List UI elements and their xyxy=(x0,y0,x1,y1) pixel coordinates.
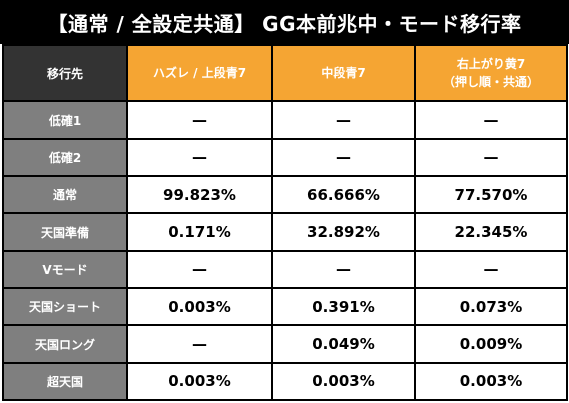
table-row: 低確2 — — — xyxy=(2,137,568,178)
table-row: 通常 99.823% 66.666% 77.570% xyxy=(2,175,568,215)
mode-transition-table: 移行先 ハズレ / 上段青7 中段青7 右上がり黄7 （押し順・共通） 低確1 … xyxy=(2,43,568,402)
column-header-hazure: ハズレ / 上段青7 xyxy=(126,43,273,103)
header-corner-label: 移行先 xyxy=(2,43,128,103)
table-cell: — xyxy=(126,137,273,178)
page-title: 【通常 / 全設定共通】 GG本前兆中・モード移行率 xyxy=(0,0,569,44)
table-cell: 66.666% xyxy=(271,175,416,215)
table-cell: 0.003% xyxy=(126,361,273,402)
column-header-label: 右上がり黄7 xyxy=(456,57,526,72)
table-cell: — xyxy=(414,137,568,178)
row-label: 天国準備 xyxy=(2,212,128,252)
row-label: 低確2 xyxy=(2,137,128,178)
row-label: 低確1 xyxy=(2,100,128,140)
table-row: Vモード — — — xyxy=(2,249,568,290)
table-cell: — xyxy=(126,249,273,290)
table-cell: — xyxy=(271,100,416,140)
column-header-label: 中段青7 xyxy=(321,66,366,81)
table-cell: 0.171% xyxy=(126,212,273,252)
table-row: 天国ロング — 0.049% 0.009% xyxy=(2,324,568,364)
table-cell: 0.003% xyxy=(414,361,568,402)
column-header-label: ハズレ / 上段青7 xyxy=(152,66,247,81)
table-row: 低確1 — — — xyxy=(2,100,568,140)
table-cell: 0.003% xyxy=(126,287,273,327)
table-cell: — xyxy=(271,137,416,178)
table-cell: 0.009% xyxy=(414,324,568,364)
table-cell: 0.003% xyxy=(271,361,416,402)
column-header-sublabel: （押し順・共通） xyxy=(442,75,539,90)
table-row: 天国準備 0.171% 32.892% 22.345% xyxy=(2,212,568,252)
table-cell: — xyxy=(126,100,273,140)
table-cell: 32.892% xyxy=(271,212,416,252)
table-cell: — xyxy=(414,249,568,290)
table-row: 天国ショート 0.003% 0.391% 0.073% xyxy=(2,287,568,327)
table-cell: 99.823% xyxy=(126,175,273,215)
table-cell: 0.073% xyxy=(414,287,568,327)
row-label: 通常 xyxy=(2,175,128,215)
row-label: 天国ロング xyxy=(2,324,128,364)
table-cell: 0.391% xyxy=(271,287,416,327)
table-cell: 0.049% xyxy=(271,324,416,364)
table-cell: — xyxy=(271,249,416,290)
column-header-chudan: 中段青7 xyxy=(271,43,416,103)
row-label: Vモード xyxy=(2,249,128,290)
table-header-row: 移行先 ハズレ / 上段青7 中段青7 右上がり黄7 （押し順・共通） xyxy=(2,43,568,103)
table-cell: 77.570% xyxy=(414,175,568,215)
table-row: 超天国 0.003% 0.003% 0.003% xyxy=(2,361,568,402)
row-label: 超天国 xyxy=(2,361,128,402)
column-header-migiagari: 右上がり黄7 （押し順・共通） xyxy=(414,43,568,103)
table-cell: 22.345% xyxy=(414,212,568,252)
row-label: 天国ショート xyxy=(2,287,128,327)
table-cell: — xyxy=(126,324,273,364)
table-cell: — xyxy=(414,100,568,140)
